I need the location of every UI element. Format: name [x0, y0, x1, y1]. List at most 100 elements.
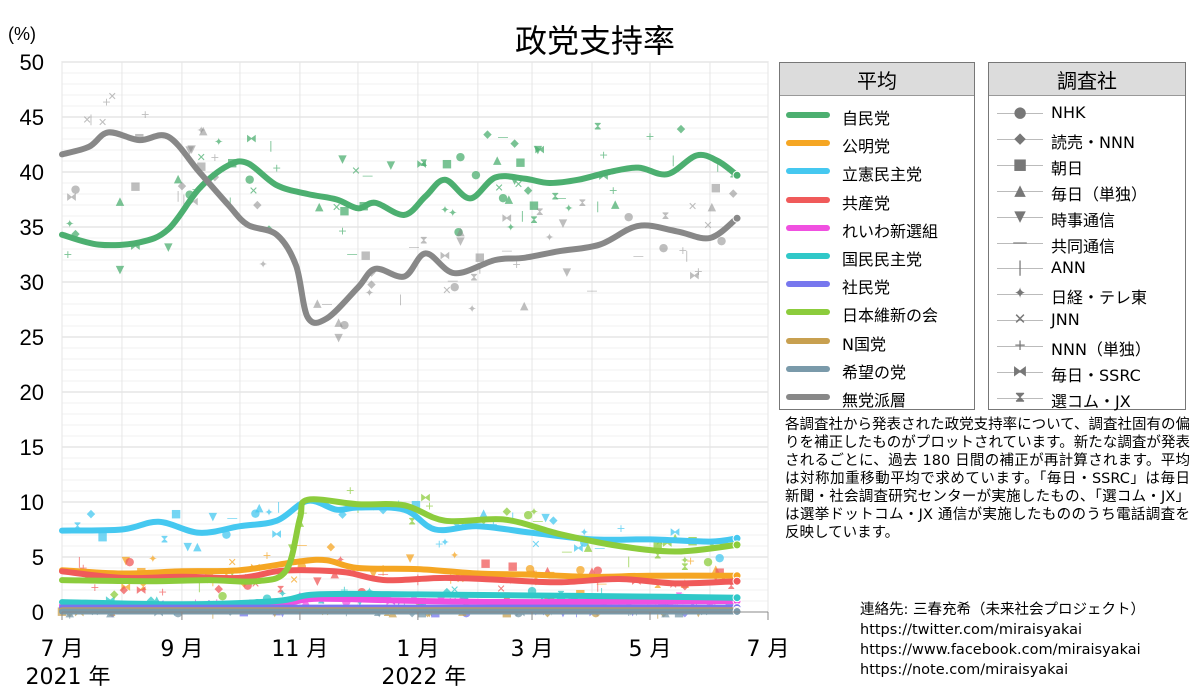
- survey-marker: ▼: [183, 540, 192, 553]
- methodology-note: 各調査社から発表された政党支持率について、調査社固有の偏りを補正したものがプロッ…: [785, 417, 1190, 541]
- survey-marker: ◆: [443, 585, 452, 598]
- line-layer: [59, 129, 742, 616]
- source-item: ■ 朝日: [989, 153, 1185, 179]
- survey-marker: —: [227, 512, 238, 525]
- survey-marker: —: [447, 274, 458, 287]
- survey-marker: ✦: [259, 258, 268, 271]
- survey-marker: ⧗: [536, 205, 544, 218]
- source-marker-icon: |: [1017, 258, 1023, 277]
- survey-marker: ⧓: [416, 158, 427, 171]
- survey-marker: +: [141, 108, 150, 121]
- survey-marker: +: [210, 151, 219, 164]
- survey-marker: +: [686, 555, 695, 568]
- survey-marker: +: [262, 549, 271, 562]
- survey-marker: ●: [527, 584, 537, 597]
- survey-marker: ◆: [524, 183, 533, 196]
- survey-marker: ■: [480, 556, 490, 569]
- survey-marker: ✦: [336, 553, 345, 566]
- legend-item: 日本維新の会: [780, 299, 974, 325]
- survey-marker: |: [671, 153, 675, 166]
- legend-swatch: [786, 112, 830, 118]
- survey-marker: ⧗: [420, 156, 428, 169]
- survey-marker: —: [532, 515, 543, 528]
- survey-marker: +: [489, 518, 498, 531]
- survey-marker: —: [594, 542, 605, 555]
- survey-marker: ✕: [98, 116, 107, 129]
- survey-marker: ⧓: [188, 195, 199, 208]
- survey-marker: ▼: [456, 235, 465, 248]
- survey-marker: |: [596, 199, 600, 212]
- survey-marker: ⧓: [501, 212, 512, 225]
- survey-marker: ✦: [148, 553, 157, 566]
- survey-marker: ◆: [214, 582, 223, 595]
- legend-item: 無党派層: [780, 384, 974, 410]
- survey-marker: +: [90, 581, 99, 594]
- legend-label: N国党: [842, 334, 886, 354]
- source-marker-icon: ⧓: [1012, 362, 1028, 380]
- legend-label: 自民党: [842, 109, 891, 128]
- survey-marker: ●: [297, 560, 307, 573]
- survey-marker: —: [378, 567, 389, 580]
- survey-marker: ●: [525, 562, 535, 575]
- source-line: [997, 294, 1043, 296]
- survey-marker: ●: [125, 555, 135, 568]
- source-marker-icon: ■: [1012, 154, 1028, 173]
- survey-marker: ⧓: [66, 191, 77, 204]
- survey-marker: |: [89, 112, 93, 125]
- legend-label: 公明党: [842, 137, 891, 157]
- survey-marker: +: [694, 265, 703, 278]
- source-item: ● NHK: [989, 101, 1185, 127]
- survey-marker: ✕: [228, 556, 237, 569]
- survey-marker: ⧗: [594, 120, 602, 133]
- survey-marker: ✕: [531, 538, 540, 551]
- survey-marker: +: [435, 538, 444, 551]
- source-marker-icon: —: [1012, 232, 1028, 251]
- survey-marker: ⧓: [420, 491, 431, 504]
- series-line: [59, 151, 741, 249]
- facebook-link[interactable]: https://www.facebook.com/miraisyakai: [860, 642, 1141, 658]
- survey-marker: ▼: [313, 575, 322, 588]
- survey-marker: ✦: [264, 506, 273, 519]
- source-line: [997, 113, 1043, 114]
- survey-marker: +: [340, 583, 349, 596]
- survey-marker: ✕: [688, 200, 697, 213]
- note-link[interactable]: https://note.com/miraisyakai: [860, 662, 1069, 678]
- survey-marker: +: [346, 484, 355, 497]
- survey-marker: |: [182, 193, 186, 206]
- survey-marker: —: [561, 545, 572, 558]
- survey-marker: —: [586, 284, 597, 297]
- survey-marker: ■: [97, 530, 107, 543]
- legend-item: 社民党: [780, 271, 974, 297]
- legend-item: N国党: [780, 328, 974, 354]
- survey-marker: ●: [717, 234, 727, 247]
- source-label: 朝日: [1051, 158, 1084, 178]
- survey-marker: ⧗: [161, 532, 169, 545]
- survey-marker: ⧓: [105, 593, 116, 606]
- legend-label: 社民党: [842, 278, 891, 298]
- survey-marker: ▲: [671, 531, 680, 544]
- survey-marker: ✦: [529, 505, 538, 518]
- survey-marker: ⧗: [408, 515, 416, 528]
- twitter-link[interactable]: https://twitter.com/miraisyakai: [860, 622, 1083, 638]
- survey-marker: +: [425, 499, 434, 512]
- y-tick-label: 25: [20, 325, 44, 350]
- survey-marker: ✦: [545, 231, 554, 244]
- survey-marker: ✕: [332, 201, 341, 214]
- survey-marker: ●: [222, 528, 232, 541]
- survey-marker: ✕: [108, 90, 117, 103]
- survey-marker: ●: [450, 280, 460, 293]
- survey-marker: |: [269, 139, 273, 152]
- y-tick-label: 20: [20, 380, 44, 405]
- survey-marker: ◆: [71, 227, 80, 240]
- axis-layer: 0 5 10 15 20 25 30 35 40 45 50 7 月 2021 年 9 月 11 月 1 月 2…: [20, 50, 790, 690]
- survey-marker: ■: [515, 155, 525, 168]
- survey-marker: ▲: [116, 194, 125, 207]
- y-tick-label: 35: [20, 215, 44, 240]
- survey-marker: ✕: [351, 165, 360, 178]
- survey-marker: ●: [498, 191, 508, 204]
- survey-marker: ▲: [174, 172, 183, 185]
- survey-marker: ✦: [278, 588, 287, 601]
- source-item: ⧗ 選コム・JX: [989, 386, 1185, 412]
- survey-marker: ■: [475, 251, 485, 264]
- survey-marker: ●: [523, 508, 533, 521]
